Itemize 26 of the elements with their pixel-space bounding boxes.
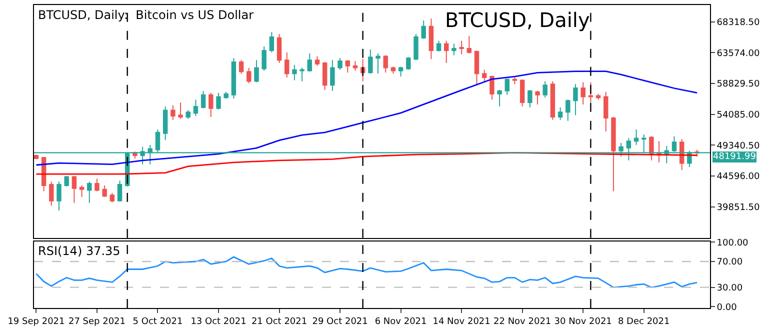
annotation: BTCUSD, Daily [445,8,590,32]
y-tick-label: 44596.00 [716,172,760,182]
x-tick-label: 8 Dec 2021 [618,316,670,327]
y-tick-label: 68318.50 [716,18,760,28]
y-tick-label: 100.00 [716,238,749,248]
y-tick-label: 49340.50 [716,141,760,152]
x-tick-label: 29 Oct 2021 [312,316,368,327]
x-tick-label: 22 Nov 2021 [494,316,552,327]
x-tick-label: 13 Oct 2021 [190,316,246,327]
y-tick-label: 0.00 [716,302,738,313]
y-tick-label: 58829.50 [716,80,760,90]
x-tick-label: 5 Oct 2021 [132,316,183,327]
y-tick-label: 54085.00 [716,110,760,121]
x-tick-label: 27 Sep 2021 [68,316,126,327]
chart-title: RSI(14) 37.35 [38,244,120,258]
x-tick-label: 30 Nov 2021 [554,316,612,327]
ref-line-label: 48191.99 [713,152,756,162]
y-tick-label: 30.00 [716,283,743,294]
x-tick-label: 19 Sep 2021 [8,316,65,327]
y-tick-label: 63574.00 [716,48,760,59]
y-tick-label: 70.00 [716,258,743,268]
y-tick-label: 39851.50 [716,203,760,214]
x-tick-label: 14 Nov 2021 [432,316,490,327]
chart-title: BTCUSD, Daily: Bitcoin vs US Dollar [38,8,254,22]
x-tick-label: 21 Oct 2021 [251,316,308,327]
x-tick-label: 6 Nov 2021 [374,316,427,327]
